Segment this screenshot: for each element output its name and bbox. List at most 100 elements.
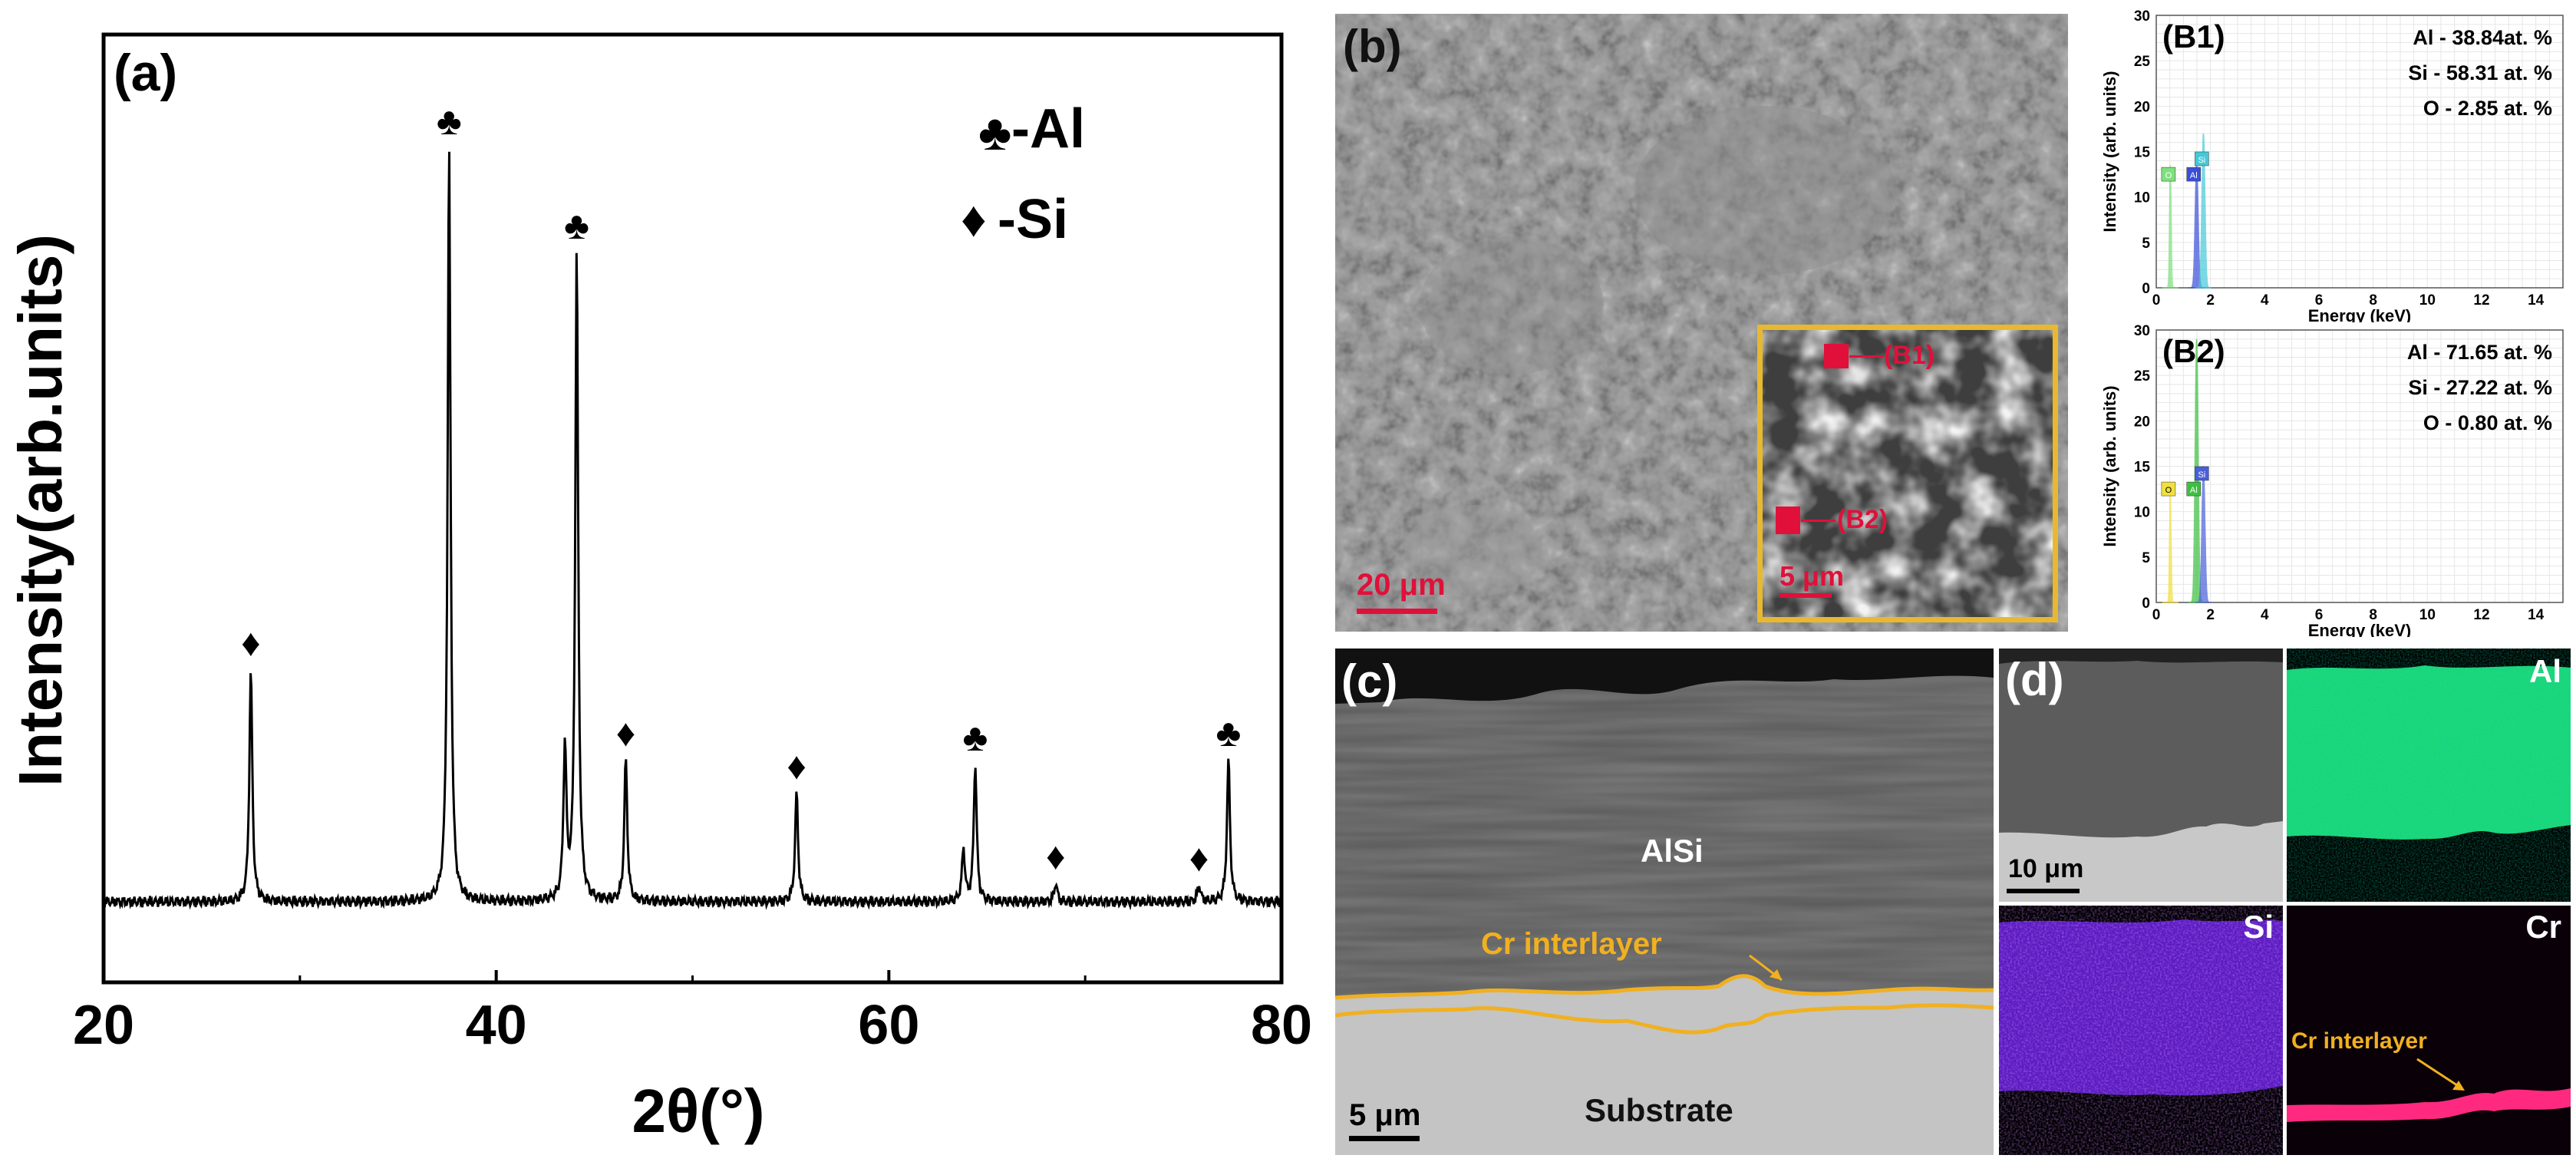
- xrd-peak-marker-al: ♣: [1216, 711, 1242, 754]
- eds-x-tick-label: 12: [2473, 607, 2489, 623]
- eds-composition-line: Si - 27.22 at. %: [2408, 376, 2552, 399]
- legend-si-label: -Si: [998, 189, 1068, 250]
- eds-x-tick-label: 6: [2315, 607, 2324, 623]
- eds-peak-label-si: Si: [2198, 470, 2205, 480]
- eds-frame: [2155, 329, 2564, 603]
- eds-peak-si: [2195, 133, 2212, 289]
- eds-y-tick-label: 30: [2134, 8, 2150, 25]
- inset-marker-b1: [1824, 344, 1849, 368]
- eds-composition-line: O - 2.85 at. %: [2423, 97, 2552, 120]
- eds-map-scale-text: 10 μm: [2008, 854, 2084, 883]
- eds-plot-area: 0 5 10 15 20 25 30 0 2 4 6 8 10 12 14 Energy (keV) Inten…: [2100, 8, 2564, 322]
- eds-peak-label-box: [2195, 151, 2209, 167]
- eds-x-tick-label: 10: [2419, 292, 2436, 309]
- eds-x-tick-label: 6: [2315, 292, 2324, 309]
- eds-y-tick-label: 10: [2134, 190, 2150, 206]
- eds-y-tick-label: 15: [2134, 460, 2151, 476]
- eds-x-tick-label: 4: [2261, 292, 2269, 309]
- grayscale-map-drawing: [1999, 649, 2283, 902]
- eds-b1-chart: 0 5 10 15 20 25 30 0 2 4 6 8 10 12 14 Energy (keV) Inten…: [2100, 8, 2564, 322]
- inset-arrow-b2: [1801, 520, 1836, 522]
- legend-al-label: -Al: [1011, 98, 1085, 160]
- eds-x-tick-label: 0: [2152, 292, 2161, 309]
- inset-arrow-b1: [1849, 355, 1884, 358]
- xrd-x-tick-label: 20: [73, 995, 134, 1056]
- eds-x-tick-label: 4: [2261, 607, 2269, 623]
- xrd-x-tick-label: 80: [1251, 995, 1312, 1056]
- xrd-x-tick-label: 60: [858, 995, 919, 1056]
- eds-x-tick-label: 0: [2152, 607, 2161, 623]
- eds-x-tick-label: 12: [2473, 292, 2489, 309]
- cross-section-c-panel-label: (c): [1341, 655, 1398, 707]
- xrd-peak-marker-si: ♦: [1189, 837, 1209, 880]
- xrd-peak-marker-al: ♣: [437, 100, 462, 143]
- xrd-peak-marker-si: ♦: [616, 711, 636, 754]
- eds-frame: [2155, 15, 2564, 289]
- eds-panel-label: (B2): [2162, 333, 2225, 369]
- xrd-peak-marker-si: ♦: [241, 621, 261, 664]
- eds-y-tick-label: 20: [2134, 99, 2150, 115]
- eds-y-tick-label: 15: [2134, 145, 2151, 161]
- legend-al-symbol: ♣: [978, 104, 1011, 160]
- substrate-region-label: Substrate: [1585, 1092, 1733, 1128]
- eds-peak-label-si: Si: [2198, 156, 2205, 165]
- eds-peak-label-box: [2161, 481, 2176, 497]
- sem-image-b: (b) 20 μm (B1) (B2) 5 μm: [1335, 14, 2068, 632]
- xrd-peak-marker-al: ♣: [564, 204, 589, 247]
- eds-y-tick-label: 25: [2134, 368, 2151, 384]
- sem-b-panel-label: (b): [1343, 21, 1402, 72]
- eds-peak-label-al: Al: [2190, 486, 2198, 495]
- cross-section-c: (c) AlSi Cr interlayer Substrate 5 μm: [1335, 649, 1994, 1155]
- eds-x-tick-label: 14: [2528, 607, 2545, 623]
- cross-section-scale-text: 5 μm: [1349, 1098, 1421, 1132]
- xrd-peak-markers: ♦ ♣ ♣ ♦ ♦ ♣ ♦ ♦ ♣: [241, 100, 1241, 880]
- cross-section-drawing: [1335, 649, 1994, 1155]
- xrd-peak-marker-si: ♦: [1046, 834, 1066, 877]
- sem-inset-texture: [1763, 330, 2053, 617]
- inset-scale-bar: [1779, 593, 1832, 598]
- cr-map-label: Cr: [2525, 909, 2561, 945]
- xrd-chart: 20 40 60 80 ♦ ♣ ♣ ♦ ♦ ♣ ♦ ♦ ♣ (a) 2θ(°) Intensity(a…: [6, 32, 1312, 1145]
- eds-peak-label-box: [2161, 167, 2176, 182]
- eds-y-tick-label: 30: [2134, 323, 2150, 339]
- sem-b-scale-text: 20 μm: [1357, 568, 1446, 602]
- cr-interlayer-label-c: Cr interlayer: [1481, 927, 1662, 961]
- eds-y-tick-label: 10: [2134, 505, 2150, 521]
- inset-label-b2: (B2): [1837, 505, 1888, 534]
- eds-b2-chart: 0 5 10 15 20 25 30 0 2 4 6 8 10 12 14 Energy (keV) Inten…: [2100, 323, 2564, 637]
- eds-composition-line: O - 0.80 at. %: [2423, 411, 2552, 434]
- xrd-x-tick-label: 40: [466, 995, 527, 1056]
- eds-map-cr: Cr Cr interlayer: [2287, 906, 2571, 1155]
- eds-y-tick-label: 5: [2142, 550, 2150, 566]
- eds-x-tick-label: 14: [2528, 292, 2545, 309]
- legend-si-symbol: ♦: [961, 190, 987, 247]
- eds-x-axis-label: Energy (keV): [2308, 621, 2412, 637]
- eds-map-scale-bar: [2007, 889, 2080, 893]
- eds-composition-line: Al - 38.84at. %: [2413, 26, 2552, 49]
- eds-peak-label-box: [2195, 466, 2209, 481]
- eds-peak-label-box: [2186, 481, 2202, 497]
- eds-x-tick-label: 2: [2206, 607, 2215, 623]
- eds-y-axis-label: Intensity (arb. units): [2100, 385, 2119, 546]
- eds-composition-line: Si - 58.31 at. %: [2408, 61, 2552, 84]
- si-map-label: Si: [2243, 909, 2274, 945]
- xrd-pattern-line: [103, 151, 1281, 911]
- inset-marker-b2: [1776, 507, 1800, 534]
- xrd-legend: ♣ -Al ♦ -Si: [961, 98, 1085, 250]
- al-map-drawing: [2287, 649, 2571, 902]
- eds-peak-label-o: O: [2165, 486, 2172, 495]
- eds-map-si: Si: [1999, 906, 2283, 1155]
- xrd-x-ticks: 20 40 60 80: [73, 970, 1312, 1056]
- xrd-y-axis-label: Intensity(arb.units): [6, 234, 74, 787]
- inset-label-b1: (B1): [1884, 341, 1935, 370]
- xrd-panel-label: (a): [114, 44, 177, 102]
- al-map-label: Al: [2529, 653, 2561, 689]
- cross-section-scale-bar: [1349, 1136, 1420, 1141]
- eds-x-tick-label: 10: [2419, 607, 2436, 623]
- eds-peak-o: [2162, 165, 2179, 289]
- cr-map-drawing: [2287, 1058, 2571, 1122]
- eds-y-axis-label: Intensity (arb. units): [2100, 71, 2119, 232]
- eds-composition-line: Al - 71.65 at. %: [2407, 341, 2552, 364]
- eds-plot-area: 0 5 10 15 20 25 30 0 2 4 6 8 10 12 14 Energy (keV) Inten…: [2100, 323, 2564, 637]
- eds-panel-label: (B1): [2162, 18, 2225, 54]
